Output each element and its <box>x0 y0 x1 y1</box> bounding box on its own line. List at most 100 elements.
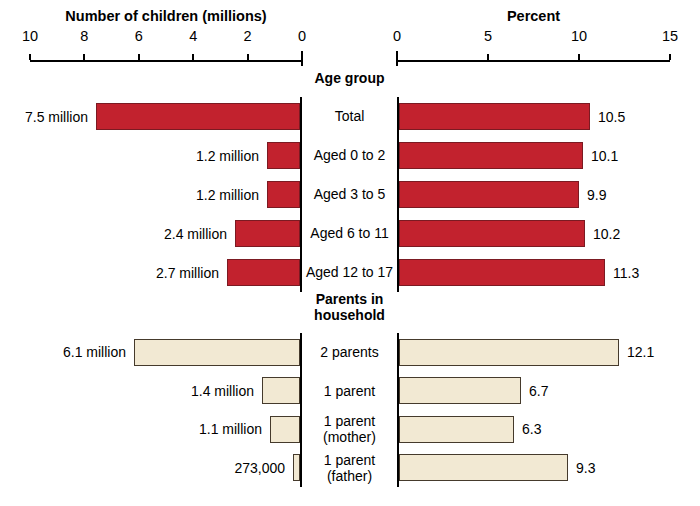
right-axis-tick-labels: 0 5 10 15 <box>397 28 670 47</box>
left-bar-cell: 2.4 million <box>0 214 302 253</box>
butterfly-bar-chart: Number of children (millions) 10 8 6 4 2… <box>0 0 700 506</box>
tick-label: 0 <box>298 28 306 44</box>
left-axis-line <box>30 47 302 62</box>
left-bar-cell: 1.2 million <box>0 136 302 175</box>
category-label: Total <box>335 108 365 124</box>
left-value-label: 7.5 million <box>25 109 88 125</box>
right-bar <box>399 416 514 443</box>
right-value-label: 10.2 <box>593 226 620 242</box>
left-bar-cell: 1.2 million <box>0 175 302 214</box>
category-label: 1 parent (father) <box>324 452 375 484</box>
tick-label: 10 <box>22 28 38 44</box>
category-label: Aged 12 to 17 <box>306 264 393 280</box>
right-bar-cell: 10.5 <box>397 97 700 136</box>
right-bar <box>399 103 590 130</box>
left-bar-cell: 1.4 million <box>0 372 302 411</box>
category-cell: Aged 6 to 11 <box>302 214 397 253</box>
left-bar <box>267 181 300 208</box>
left-bar <box>96 103 300 130</box>
tick-mark-zero <box>396 51 398 66</box>
right-bar <box>399 220 585 247</box>
chart-row-aged-3-5: 1.2 million Aged 3 to 5 9.9 <box>0 175 700 214</box>
left-bar <box>270 416 300 443</box>
left-bar <box>293 454 300 481</box>
category-label: Aged 0 to 2 <box>314 147 386 163</box>
left-bar-cell: 7.5 million <box>0 97 302 136</box>
category-cell: 1 parent <box>302 372 397 411</box>
left-bar <box>267 142 300 169</box>
right-bar <box>399 181 579 208</box>
category-cell: Total <box>302 97 397 136</box>
tick-label: 15 <box>662 28 678 44</box>
left-value-label: 1.4 million <box>191 383 254 399</box>
category-label: 1 parent (mother) <box>323 413 376 445</box>
tick-label: 4 <box>189 28 197 44</box>
left-bar <box>262 377 300 404</box>
left-bar <box>227 259 300 286</box>
right-bar-cell: 10.1 <box>397 136 700 175</box>
right-value-label: 10.1 <box>591 148 618 164</box>
right-axis-title: Percent <box>397 8 670 28</box>
category-cell: Aged 3 to 5 <box>302 175 397 214</box>
tick-mark <box>138 54 140 60</box>
chart-row-total: 7.5 million Total 10.5 <box>0 97 700 136</box>
left-bar <box>134 339 300 366</box>
right-value-label: 9.3 <box>576 460 595 476</box>
tick-label: 8 <box>80 28 88 44</box>
right-bar-cell: 9.9 <box>397 175 700 214</box>
category-label: 2 parents <box>320 344 378 360</box>
right-bar-cell: 6.3 <box>397 410 700 449</box>
right-bar <box>399 142 583 169</box>
right-bar <box>399 454 568 481</box>
right-value-label: 11.3 <box>613 265 639 281</box>
chart-row-1-parent-father: 273,000 1 parent (father) 9.3 <box>0 449 700 488</box>
right-bar-cell: 11.3 <box>397 253 700 292</box>
left-value-label: 2.4 million <box>164 226 227 242</box>
section-header-parents-in-household: Parents in household <box>302 291 397 323</box>
tick-label: 10 <box>571 28 587 44</box>
chart-row-aged-6-11: 2.4 million Aged 6 to 11 10.2 <box>0 214 700 253</box>
tick-label: 6 <box>135 28 143 44</box>
left-bar <box>235 220 300 247</box>
category-cell: Aged 12 to 17 <box>302 253 397 292</box>
left-axis-title: Number of children (millions) <box>30 8 302 28</box>
category-cell: 1 parent (mother) <box>302 410 397 449</box>
right-axis: Percent 0 5 10 15 <box>397 8 670 62</box>
right-bar-cell: 9.3 <box>397 449 700 488</box>
left-value-label: 2.7 million <box>156 265 219 281</box>
tick-mark <box>83 54 85 60</box>
right-bar <box>399 377 521 404</box>
category-cell: 2 parents <box>302 333 397 372</box>
tick-mark <box>29 54 31 60</box>
left-value-label: 6.1 million <box>63 344 126 360</box>
chart-row-aged-12-17: 2.7 million Aged 12 to 17 11.3 <box>0 253 700 292</box>
left-axis-tick-labels: 10 8 6 4 2 0 <box>30 28 302 47</box>
right-bar <box>399 339 619 366</box>
tick-mark <box>487 54 489 60</box>
chart-row-2-parents: 6.1 million 2 parents 12.1 <box>0 333 700 372</box>
tick-mark <box>669 54 671 60</box>
right-axis-line <box>397 47 670 62</box>
left-value-label: 1.1 million <box>199 421 262 437</box>
chart-row-aged-0-2: 1.2 million Aged 0 to 2 10.1 <box>0 136 700 175</box>
tick-mark <box>192 54 194 60</box>
category-label: Aged 3 to 5 <box>314 186 386 202</box>
tick-mark-zero <box>301 51 303 66</box>
tick-mark <box>578 54 580 60</box>
right-bar <box>399 259 605 286</box>
category-cell: 1 parent (father) <box>302 449 397 488</box>
chart-row-1-parent-mother: 1.1 million 1 parent (mother) 6.3 <box>0 410 700 449</box>
left-axis: Number of children (millions) 10 8 6 4 2… <box>30 8 302 62</box>
category-label: 1 parent <box>324 383 375 399</box>
category-cell: Aged 0 to 2 <box>302 136 397 175</box>
section-header-age-group: Age group <box>302 70 397 86</box>
tick-label: 5 <box>484 28 492 44</box>
right-bar-cell: 10.2 <box>397 214 700 253</box>
age-group-section: 7.5 million Total 10.5 1.2 million Aged … <box>0 97 700 292</box>
right-value-label: 6.7 <box>529 383 548 399</box>
left-bar-cell: 273,000 <box>0 449 302 488</box>
left-bar-cell: 1.1 million <box>0 410 302 449</box>
chart-row-1-parent: 1.4 million 1 parent 6.7 <box>0 372 700 411</box>
right-bar-cell: 6.7 <box>397 372 700 411</box>
tick-label: 2 <box>244 28 252 44</box>
